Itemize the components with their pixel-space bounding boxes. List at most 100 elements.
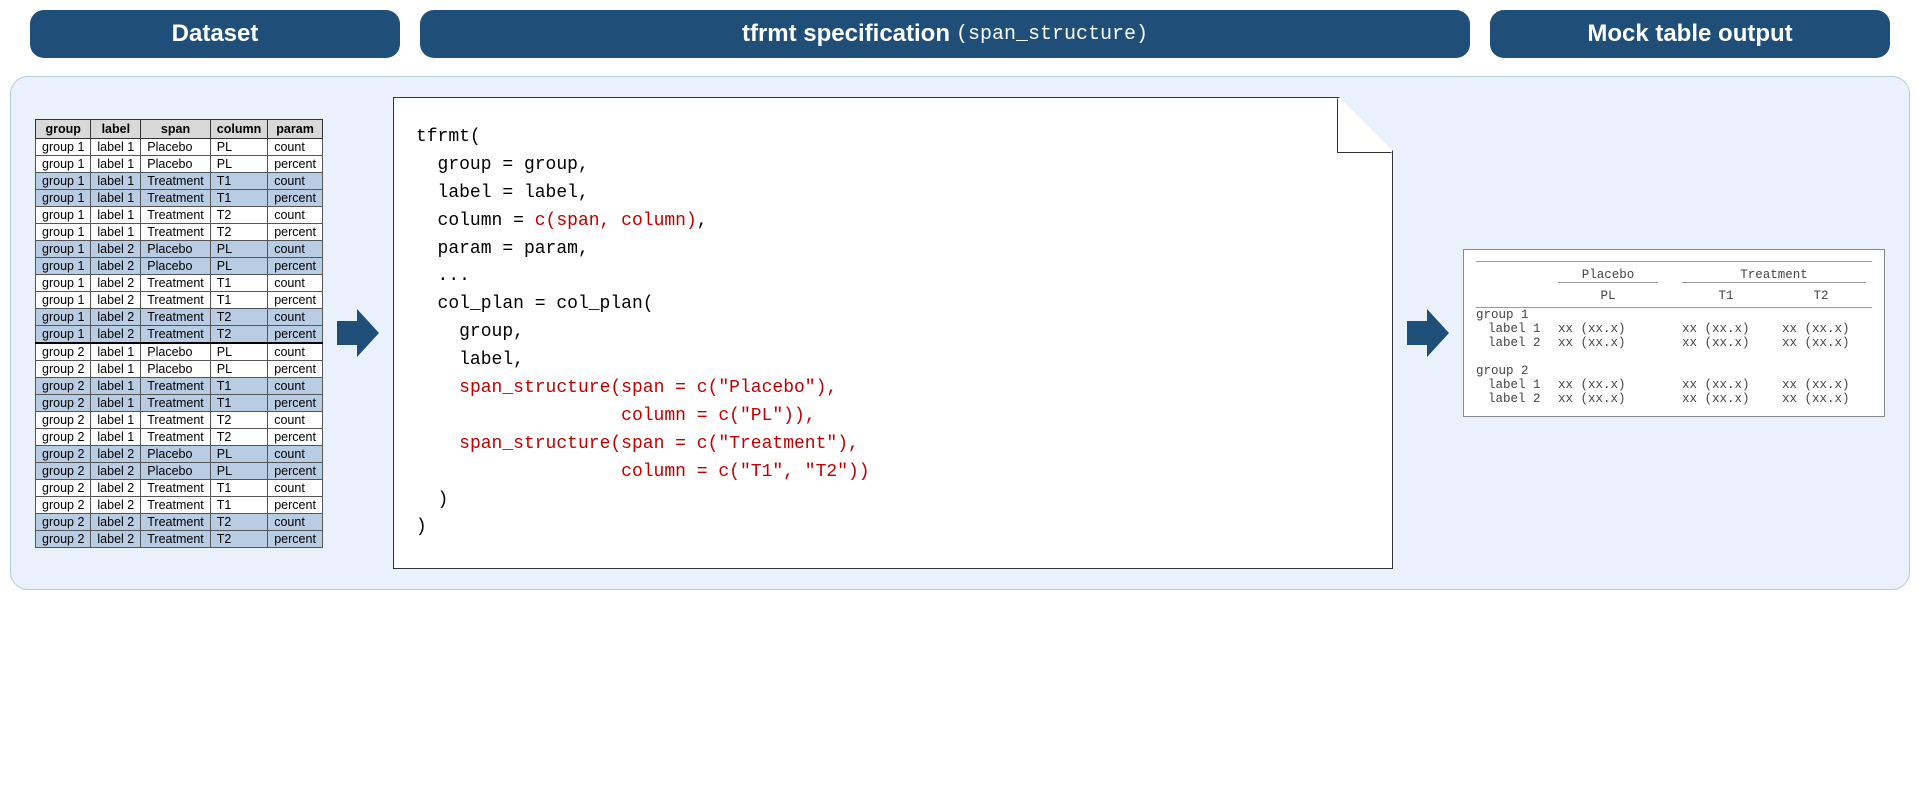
- table-cell: label 1: [91, 206, 141, 223]
- table-cell: label 2: [91, 530, 141, 547]
- table-cell: Placebo: [141, 138, 211, 155]
- table-cell: label 2: [91, 325, 141, 343]
- table-cell: PL: [210, 257, 267, 274]
- table-cell: group 1: [36, 274, 91, 291]
- mock-data-row: label 2xx (xx.x)xx (xx.x)xx (xx.x): [1476, 392, 1872, 406]
- table-cell: Treatment: [141, 189, 211, 206]
- mock-data-row: label 2xx (xx.x)xx (xx.x)xx (xx.x): [1476, 336, 1872, 350]
- table-cell: count: [268, 274, 323, 291]
- table-cell: percent: [268, 257, 323, 274]
- table-cell: Treatment: [141, 274, 211, 291]
- mock-row-label: label 2: [1476, 392, 1558, 406]
- mock-group-title: group 2: [1476, 364, 1872, 378]
- code-token: group,: [416, 322, 524, 342]
- arrow-icon: [337, 309, 379, 357]
- main-container: grouplabelspancolumnparam group 1label 1…: [10, 76, 1910, 590]
- table-cell: count: [268, 138, 323, 155]
- dataset-col-header: group: [36, 119, 91, 138]
- table-cell: label 2: [91, 257, 141, 274]
- mock-cell: xx (xx.x): [1558, 378, 1658, 392]
- table-cell: count: [268, 308, 323, 325]
- code-token: tfrmt(: [416, 127, 481, 147]
- table-cell: percent: [268, 496, 323, 513]
- table-cell: T1: [210, 189, 267, 206]
- mock-cell: xx (xx.x): [1682, 322, 1782, 336]
- table-cell: group 1: [36, 291, 91, 308]
- table-cell: group 1: [36, 223, 91, 240]
- table-cell: Treatment: [141, 223, 211, 240]
- code-token: group = group,: [416, 155, 589, 175]
- mock-col-headers: PL T1 T2: [1476, 289, 1872, 308]
- table-cell: percent: [268, 462, 323, 479]
- table-cell: T1: [210, 394, 267, 411]
- table-row: group 2label 2TreatmentT1percent: [36, 496, 323, 513]
- table-cell: group 2: [36, 411, 91, 428]
- table-cell: label 2: [91, 479, 141, 496]
- table-cell: group 1: [36, 172, 91, 189]
- table-cell: group 2: [36, 394, 91, 411]
- table-cell: percent: [268, 360, 323, 377]
- table-cell: label 1: [91, 343, 141, 361]
- arrow-icon: [1407, 309, 1449, 357]
- table-cell: label 1: [91, 428, 141, 445]
- code-token: ): [416, 517, 427, 537]
- table-row: group 2label 2PlaceboPLpercent: [36, 462, 323, 479]
- mock-row-label: label 1: [1476, 378, 1558, 392]
- dataset-col-header: column: [210, 119, 267, 138]
- table-cell: label 1: [91, 138, 141, 155]
- mock-data-row: label 1xx (xx.x)xx (xx.x)xx (xx.x): [1476, 378, 1872, 392]
- table-cell: percent: [268, 428, 323, 445]
- code-token: span_structure(span = c("Treatment"),: [459, 434, 859, 454]
- table-row: group 1label 1TreatmentT1count: [36, 172, 323, 189]
- dataset-table: grouplabelspancolumnparam group 1label 1…: [35, 119, 323, 548]
- table-cell: Treatment: [141, 530, 211, 547]
- table-cell: T2: [210, 513, 267, 530]
- table-cell: Placebo: [141, 445, 211, 462]
- table-cell: group 2: [36, 530, 91, 547]
- table-cell: group 1: [36, 240, 91, 257]
- table-cell: group 1: [36, 308, 91, 325]
- mock-cell: xx (xx.x): [1558, 322, 1658, 336]
- table-cell: label 2: [91, 291, 141, 308]
- table-cell: label 2: [91, 240, 141, 257]
- mock-output-panel: Placebo Treatment PL T1 T2 group 1label …: [1463, 249, 1885, 417]
- code-token: param = param,: [416, 239, 589, 259]
- table-cell: Treatment: [141, 479, 211, 496]
- table-cell: group 2: [36, 462, 91, 479]
- table-cell: PL: [210, 155, 267, 172]
- table-cell: count: [268, 479, 323, 496]
- table-cell: group 1: [36, 206, 91, 223]
- mock-row-label: label 2: [1476, 336, 1558, 350]
- table-cell: group 1: [36, 189, 91, 206]
- table-cell: Treatment: [141, 496, 211, 513]
- table-cell: percent: [268, 155, 323, 172]
- header-spec: tfrmt specification (span_structure): [420, 10, 1470, 58]
- table-cell: group 2: [36, 428, 91, 445]
- table-cell: T2: [210, 325, 267, 343]
- table-cell: label 1: [91, 172, 141, 189]
- table-cell: T2: [210, 308, 267, 325]
- table-cell: Placebo: [141, 155, 211, 172]
- header-spec-main: tfrmt specification: [742, 20, 950, 48]
- table-cell: label 1: [91, 394, 141, 411]
- mock-cell: xx (xx.x): [1782, 336, 1872, 350]
- header-output-label: Mock table output: [1587, 20, 1792, 48]
- table-cell: Treatment: [141, 206, 211, 223]
- table-row: group 1label 1TreatmentT1percent: [36, 189, 323, 206]
- table-cell: label 2: [91, 513, 141, 530]
- table-row: group 1label 2TreatmentT2count: [36, 308, 323, 325]
- table-row: group 1label 2TreatmentT1percent: [36, 291, 323, 308]
- mock-cell: xx (xx.x): [1682, 378, 1782, 392]
- code-token: ,: [697, 211, 708, 231]
- table-cell: label 1: [91, 360, 141, 377]
- table-row: group 1label 1PlaceboPLcount: [36, 138, 323, 155]
- table-cell: count: [268, 377, 323, 394]
- code-panel: tfrmt( group = group, label = label, col…: [393, 97, 1393, 569]
- table-cell: group 1: [36, 155, 91, 172]
- table-row: group 2label 2TreatmentT2count: [36, 513, 323, 530]
- table-cell: Treatment: [141, 377, 211, 394]
- mock-cell: xx (xx.x): [1558, 336, 1658, 350]
- header-dataset-label: Dataset: [172, 20, 259, 48]
- table-cell: Placebo: [141, 257, 211, 274]
- header-dataset: Dataset: [30, 10, 400, 58]
